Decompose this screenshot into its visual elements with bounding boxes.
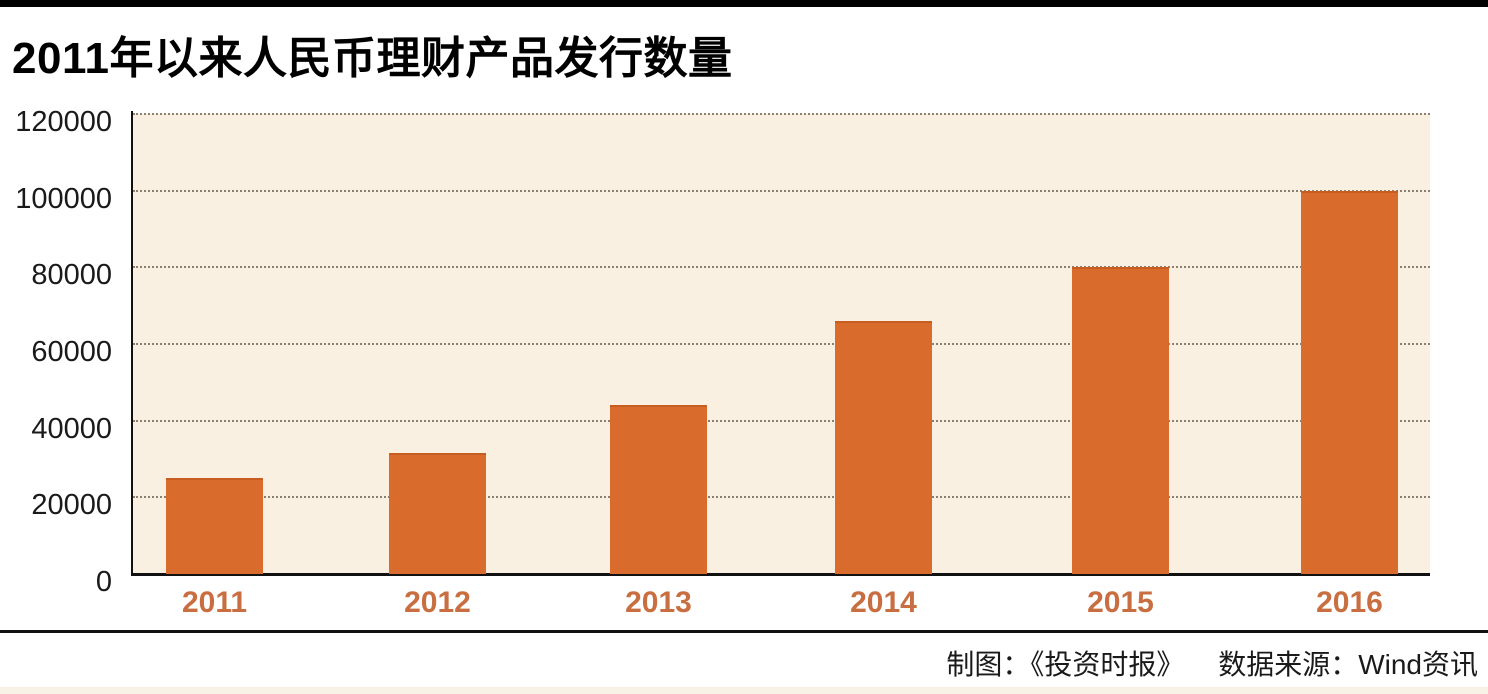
footer-divider — [0, 630, 1488, 633]
bar-2014 — [835, 321, 932, 574]
x-tick-label-2016: 2016 — [1316, 586, 1383, 619]
gridline-40000 — [133, 419, 1430, 422]
bar-2013 — [610, 405, 707, 574]
footer: 制图：《投资时报》 数据来源：Wind资讯 — [78, 643, 1478, 683]
x-tick-label-2014: 2014 — [850, 586, 917, 619]
x-tick-label-2013: 2013 — [625, 586, 692, 619]
gridline-20000 — [133, 496, 1430, 499]
x-axis-baseline — [131, 573, 1430, 576]
footer-data-source: 数据来源：Wind资讯 — [1218, 649, 1478, 680]
footer-credit: 制图：《投资时报》 — [946, 649, 1185, 680]
gridline-80000 — [133, 266, 1430, 269]
y-tick-label-40000: 40000 — [31, 412, 112, 445]
y-tick-label-20000: 20000 — [31, 489, 112, 522]
y-tick-label-80000: 80000 — [31, 259, 112, 292]
bar-2012 — [389, 453, 486, 574]
y-axis-line — [131, 111, 133, 576]
bar-2016 — [1301, 191, 1398, 574]
y-tick-label-120000: 120000 — [15, 106, 112, 138]
bar-2011 — [166, 478, 263, 574]
gridline-100000 — [133, 189, 1430, 192]
bar-2015 — [1072, 267, 1169, 574]
y-tick-label-60000: 60000 — [31, 336, 112, 368]
x-tick-label-2015: 2015 — [1087, 586, 1154, 619]
y-tick-label-100000: 100000 — [15, 182, 112, 215]
gridline-120000 — [133, 113, 1430, 115]
gridline-60000 — [133, 343, 1430, 345]
x-tick-label-2012: 2012 — [404, 586, 471, 619]
y-tick-label-0: 0 — [95, 566, 112, 598]
page-title: 2011年以来人民币理财产品发行数量 — [12, 34, 733, 83]
top-rule — [0, 0, 1488, 7]
bottom-strip — [0, 687, 1488, 694]
x-tick-label-2011: 2011 — [181, 586, 248, 619]
